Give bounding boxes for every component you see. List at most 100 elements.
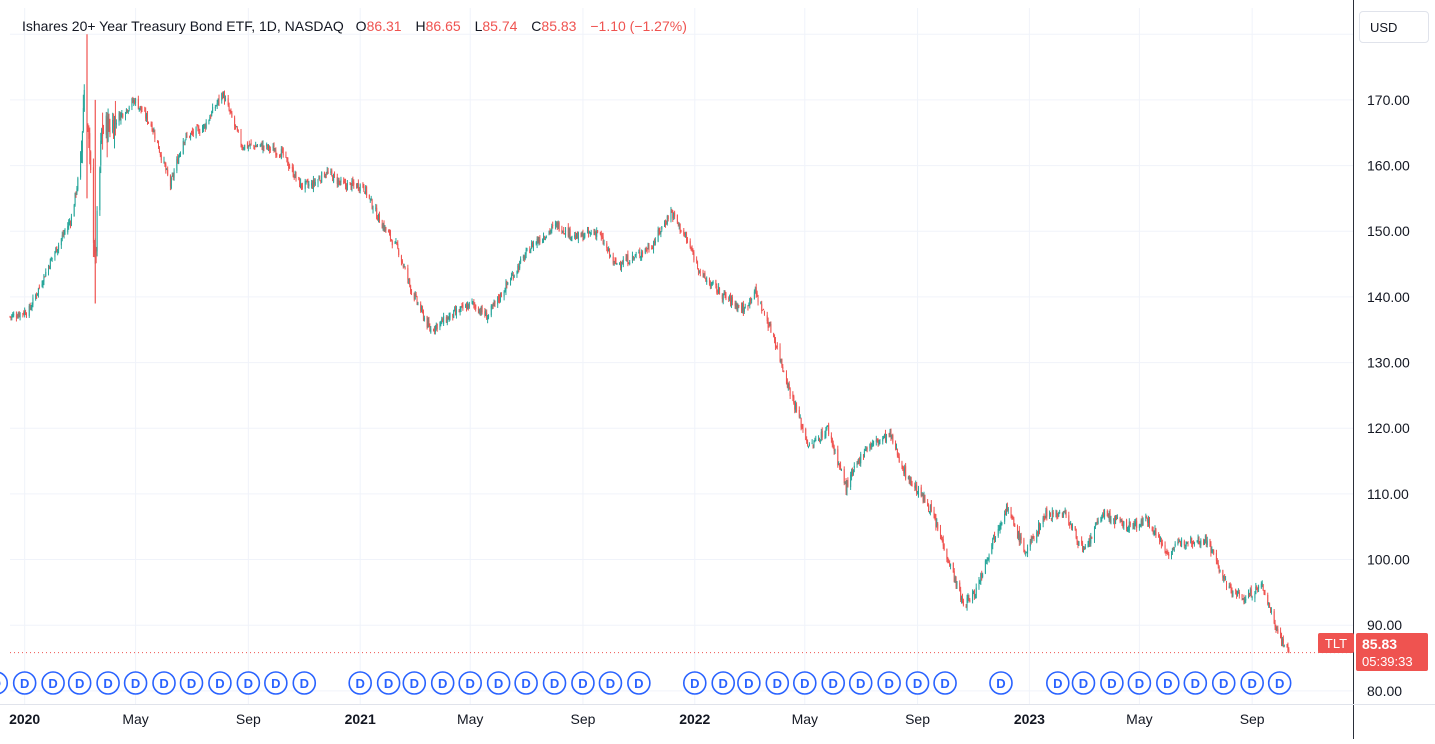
candle-body xyxy=(834,449,836,452)
dividend-marker[interactable]: D xyxy=(542,671,567,695)
candle-body xyxy=(163,160,165,162)
dividend-marker[interactable]: D xyxy=(514,671,538,695)
dividend-marker-letter: D xyxy=(103,676,112,691)
dividend-marker[interactable]: D xyxy=(67,671,92,695)
candle-body xyxy=(402,264,404,267)
candle-body xyxy=(839,463,841,467)
dividend-marker[interactable]: D xyxy=(989,671,1013,695)
dividend-marker[interactable]: D xyxy=(41,671,65,695)
candle-body xyxy=(36,295,38,297)
dividend-marker[interactable]: D xyxy=(348,671,372,695)
dividend-marker[interactable]: D xyxy=(1100,671,1124,695)
candle-body xyxy=(986,559,988,561)
candle-body xyxy=(1185,541,1187,547)
candle-body xyxy=(377,217,379,221)
candle-body xyxy=(1115,516,1117,525)
dividend-marker[interactable]: D xyxy=(1127,671,1152,695)
dividend-marker[interactable]: D xyxy=(933,671,957,695)
dividend-marker[interactable]: D xyxy=(123,671,148,695)
candle-body xyxy=(153,130,155,132)
candle-body xyxy=(152,129,154,132)
dividend-marker[interactable]: D xyxy=(737,671,761,695)
dividend-marker[interactable]: D xyxy=(486,671,511,695)
candle-body xyxy=(871,444,873,448)
candle-body xyxy=(490,305,492,316)
dividend-marker[interactable]: D xyxy=(264,671,288,695)
candle-body xyxy=(991,544,993,554)
candle-body xyxy=(1045,510,1047,519)
dividend-marker[interactable]: D xyxy=(877,671,901,695)
candle-body xyxy=(1165,551,1167,554)
dividend-marker-circle xyxy=(96,671,120,695)
candle-body xyxy=(1164,545,1166,553)
candle-body xyxy=(170,177,172,189)
dividend-marker[interactable]: D xyxy=(402,671,427,695)
candle-body xyxy=(362,182,364,187)
candle-body xyxy=(1081,540,1083,544)
dividend-marker[interactable]: D xyxy=(0,671,9,695)
candle-body xyxy=(520,258,522,263)
candle-body xyxy=(864,449,866,451)
candle-body xyxy=(1147,518,1149,523)
candle-body xyxy=(537,239,539,242)
candle-body xyxy=(481,306,483,313)
dividend-marker[interactable]: D xyxy=(179,671,204,695)
candle-body xyxy=(254,146,256,149)
dividend-marker[interactable]: D xyxy=(1211,671,1236,695)
candle-body xyxy=(1025,553,1027,555)
dividend-marker-circle xyxy=(571,671,595,695)
dividend-marker[interactable]: D xyxy=(1267,671,1292,695)
dividend-marker[interactable]: D xyxy=(821,671,846,695)
dividend-marker[interactable]: D xyxy=(1183,671,1208,695)
candle-body xyxy=(828,424,830,435)
dividend-marker[interactable]: D xyxy=(1240,671,1264,695)
dividend-marker[interactable]: D xyxy=(765,671,790,695)
candle-body xyxy=(475,304,477,310)
dividend-marker[interactable]: D xyxy=(1156,671,1180,695)
candle-body xyxy=(216,103,218,106)
dividend-marker[interactable]: D xyxy=(376,671,401,695)
dividend-marker[interactable]: D xyxy=(598,671,623,695)
dividend-marker[interactable]: D xyxy=(571,671,595,695)
dividend-marker-letter: D xyxy=(634,676,643,691)
x-tick-label: Sep xyxy=(236,711,261,727)
candle-body xyxy=(325,174,327,176)
candle-body xyxy=(947,558,949,561)
dividend-marker[interactable]: D xyxy=(152,671,176,695)
candle-body xyxy=(204,125,206,129)
candle-body xyxy=(262,144,264,150)
dividend-marker[interactable]: D xyxy=(12,671,37,695)
candle-body xyxy=(268,146,270,151)
candle-body xyxy=(665,223,667,225)
dividend-marker[interactable]: D xyxy=(430,671,455,695)
dividend-marker[interactable]: D xyxy=(682,671,707,695)
dividend-marker[interactable]: D xyxy=(236,671,261,695)
candle-body xyxy=(147,121,149,123)
candle-body xyxy=(1236,590,1238,595)
candle-body xyxy=(731,296,733,302)
dividend-marker[interactable]: D xyxy=(848,671,873,695)
currency-button[interactable]: USD xyxy=(1359,11,1429,43)
dividend-marker[interactable]: D xyxy=(905,671,930,695)
dividend-marker[interactable]: D xyxy=(1046,671,1070,695)
dividend-marker[interactable]: D xyxy=(627,671,651,695)
x-tick-label: 2020 xyxy=(9,711,40,727)
dividend-marker[interactable]: D xyxy=(792,671,817,695)
candle-body xyxy=(87,128,89,130)
dividend-marker[interactable]: D xyxy=(208,671,232,695)
dividend-marker[interactable]: D xyxy=(1071,671,1096,695)
dividend-marker[interactable]: D xyxy=(711,671,736,695)
candle-body xyxy=(683,230,685,235)
candle-body xyxy=(358,188,360,190)
dividend-marker[interactable]: D xyxy=(96,671,120,695)
candle-body xyxy=(1166,552,1168,554)
candle-body xyxy=(114,115,116,123)
candle-body xyxy=(685,235,687,237)
dividend-marker[interactable]: D xyxy=(292,671,317,695)
candle-body xyxy=(556,221,558,229)
candle-body xyxy=(972,592,974,602)
candle-body xyxy=(180,152,182,155)
dividend-marker[interactable]: D xyxy=(458,671,482,695)
